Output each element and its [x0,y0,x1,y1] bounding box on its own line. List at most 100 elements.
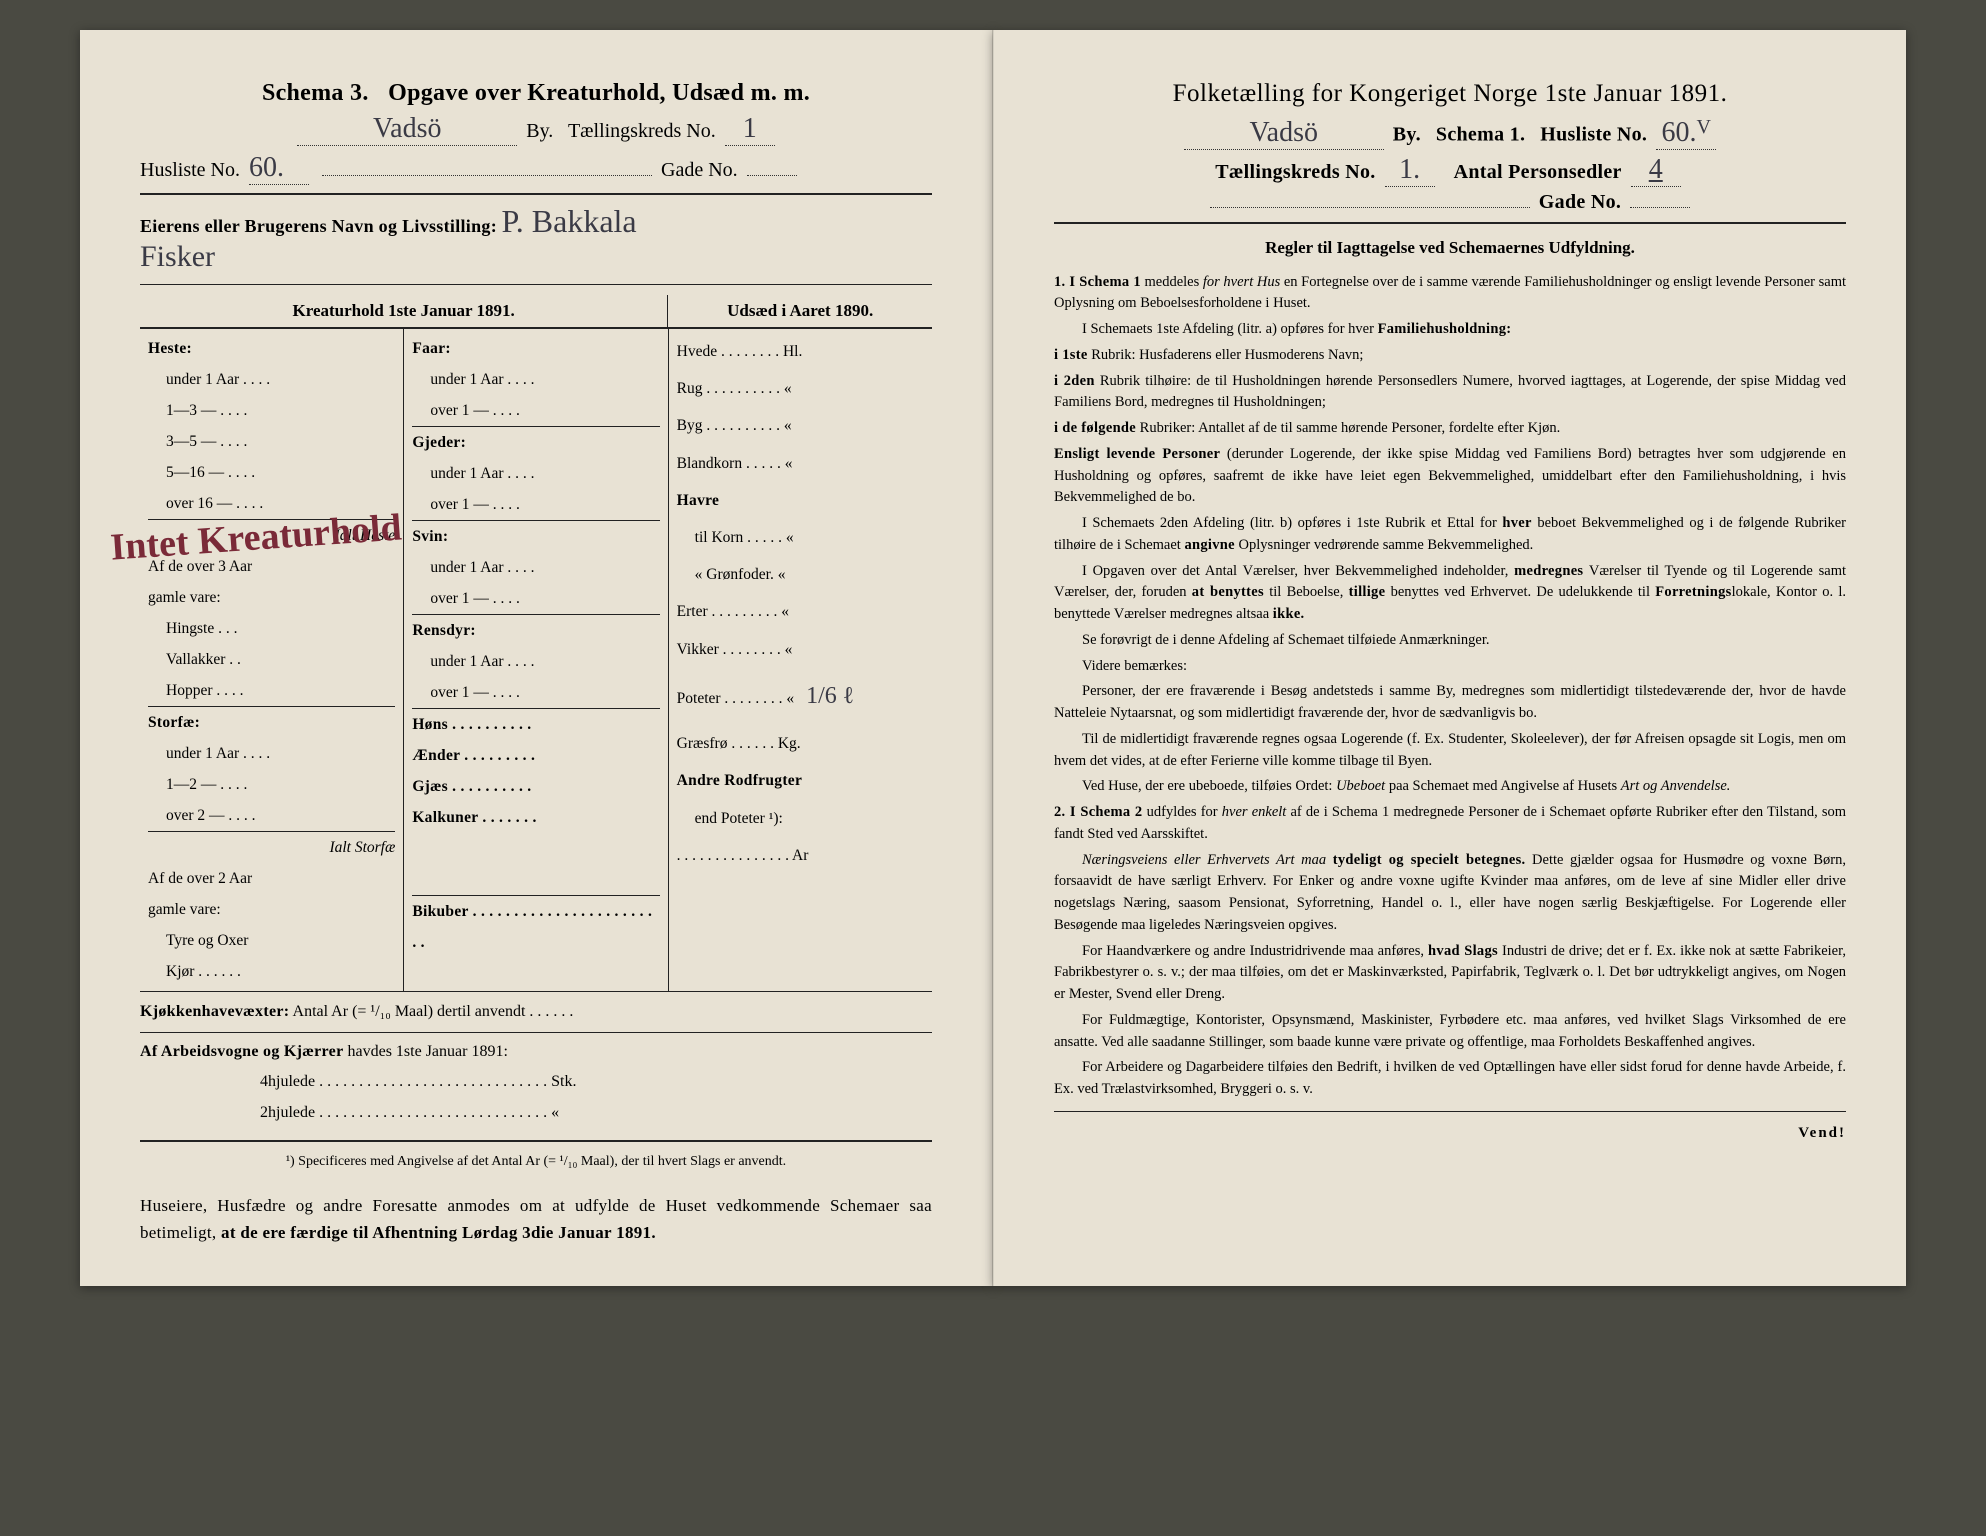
book-spread: Schema 3. Opgave over Kreaturhold, Udsæd… [40,0,1946,1316]
l: Blandkorn . . . . . « [677,445,924,482]
r-pers-l: Antal Personsedler [1454,161,1622,183]
r-gade-l: Gade No. [1539,191,1621,213]
right-line3: Tællingskreds No. 1. Antal Personsedler … [1054,154,1846,187]
l: under 1 Aar . . . . [412,646,659,677]
bottom-note: Huseiere, Husfædre og andre Foresatte an… [140,1192,932,1246]
by-label: By. [526,120,553,142]
l: over 1 — . . . . [412,395,659,426]
kjokken-row: Kjøkkenhavevæxter: Antal Ar (= ¹/₁₀ Maal… [140,992,932,1033]
l: Kalkuner . . . . . . . [412,802,659,833]
p: Til de midlertidigt fraværende regnes og… [1054,729,1846,773]
l: Ialt Storfæ [148,831,395,863]
l: Vikker . . . . . . . . « [677,631,924,668]
owner-role-row: Fisker [140,240,932,274]
l: under 1 Aar . . . . [412,552,659,583]
left-header: Schema 3. Opgave over Kreaturhold, Udsæd… [140,80,932,107]
kreatur-title: Kreaturhold 1ste Januar 1891. [140,295,668,327]
schema-title: Opgave over Kreaturhold, Udsæd m. m. [388,80,810,106]
l: Vallakker . . [148,644,395,675]
l: Poteter . . . . . . . . « [677,690,795,707]
kjokken-l: Kjøkkenhavevæxter: [140,1003,289,1020]
l: 5—16 — . . . . [148,457,395,488]
rules-title: Regler til Iagttagelse ved Schemaernes U… [1054,238,1846,258]
r-pers-hw: 4 [1649,154,1663,186]
l: 1—2 — . . . . [148,769,395,800]
l: Kjør . . . . . . [148,956,395,987]
arb-l: Af Arbeidsvogne og Kjærrer [140,1043,343,1060]
poteter-val-hw: 1/6 ℓ [806,668,854,726]
col-a: Heste: under 1 Aar . . . . 1—3 — . . . .… [140,329,404,991]
left-husliste-line: Husliste No. 60. Gade No. [140,152,932,185]
arb-t: havdes 1ste Januar 1891: [347,1043,507,1060]
col-c: Hvede . . . . . . . . Hl. Rug . . . . . … [669,329,932,991]
left-by-line: Vadsö By. Tællingskreds No. 1 [140,113,932,146]
r-schema-l: Schema 1. [1436,124,1525,146]
l: 2hjulede . . . . . . . . . . . . . . . .… [140,1104,559,1121]
l: Hopper . . . . [148,675,395,706]
l: 1—3 — . . . . [148,395,395,426]
faar-h: Faar: [412,333,659,364]
l: under 1 Aar . . . . [148,364,395,395]
storfae-h: Storfæ: [148,706,395,738]
l: under 1 Aar . . . . [148,738,395,769]
r-husliste-l: Husliste No. [1540,124,1647,146]
l: Hvede . . . . . . . . Hl. [677,333,924,370]
l: gamle vare: [148,582,395,613]
kreds-value-hw: 1 [743,113,757,145]
l: gamle vare: [148,894,395,925]
l: Af de over 2 Aar [148,863,395,894]
p: Se forøvrigt de i denne Afdeling af Sche… [1054,630,1846,652]
p: For Fuldmægtige, Kontorister, Opsynsmænd… [1054,1010,1846,1054]
l: Rug . . . . . . . . . . « [677,370,924,407]
l: over 1 — . . . . [412,677,659,708]
kjokken-t: Antal Ar (= ¹/₁₀ Maal) dertil anvendt . … [293,1003,574,1020]
r-kreds-hw: 1. [1399,154,1420,186]
p: For Arbeidere og Dagarbeidere tilføies d… [1054,1057,1846,1101]
rensdyr-h: Rensdyr: [412,614,659,646]
l: Erter . . . . . . . . . « [677,593,924,630]
p: Personer, der ere fraværende i Besøg and… [1054,681,1846,725]
l: under 1 Aar . . . . [412,364,659,395]
l: over 1 — . . . . [412,583,659,614]
l: under 1 Aar . . . . [412,458,659,489]
l: end Poteter ¹): [677,800,924,837]
poteter-row: Poteter . . . . . . . . « 1/6 ℓ [677,668,924,726]
vend: Vend! [1054,1122,1846,1145]
l: Byg . . . . . . . . . . « [677,407,924,444]
section-titles: Kreaturhold 1ste Januar 1891. Udsæd i Aa… [140,295,932,328]
footnote: ¹) Specificeres med Angivelse af det Ant… [140,1152,932,1172]
right-title: Folketælling for Kongeriget Norge 1ste J… [1054,80,1846,108]
l: Gjæs . . . . . . . . . . [412,771,659,802]
heste-h: Heste: [148,333,395,364]
left-page: Schema 3. Opgave over Kreaturhold, Udsæd… [80,30,993,1286]
main-grid: Intet Kreaturhold Heste: under 1 Aar . .… [140,328,932,992]
gade-label: Gade No. [661,159,738,181]
r-by-l: By. [1393,124,1421,146]
r-husliste-hw: 60. [1662,117,1697,149]
owner-role-hw: Fisker [140,240,215,274]
by-value-hw: Vadsö [373,113,441,145]
owner-name-hw: P. Bakkala [502,203,637,240]
right-page: Folketælling for Kongeriget Norge 1ste J… [993,30,1906,1286]
udsaed-title: Udsæd i Aaret 1890. [668,295,932,327]
kreds-label: Tællingskreds No. [568,120,716,142]
l: Havre [677,482,924,519]
r-kreds-l: Tællingskreds No. [1215,161,1375,183]
right-line4: Gade No. [1054,191,1846,214]
l: 4hjulede . . . . . . . . . . . . . . . .… [140,1073,576,1090]
l: 3—5 — . . . . [148,426,395,457]
right-line2: Vadsö By. Schema 1. Husliste No. 60.V [1054,116,1846,150]
l: Andre Rodfrugter [677,762,924,799]
husliste-label: Husliste No. [140,159,240,181]
gjeder-h: Gjeder: [412,426,659,458]
husliste-value-hw: 60. [249,152,284,184]
owner-label: Eierens eller Brugerens Navn og Livsstil… [140,216,497,236]
l: Græsfrø . . . . . . Kg. [677,725,924,762]
rules-body: 1. I Schema 1 meddeles for hvert Hus en … [1054,272,1846,1145]
l: Høns . . . . . . . . . . [412,708,659,740]
col-b: Faar: under 1 Aar . . . . over 1 — . . .… [404,329,668,991]
r-by-hw: Vadsö [1250,117,1318,149]
r-husliste-suf: V [1697,116,1711,139]
arbeids-block: Af Arbeidsvogne og Kjærrer havdes 1ste J… [140,1033,932,1132]
l: Tyre og Oxer [148,925,395,956]
